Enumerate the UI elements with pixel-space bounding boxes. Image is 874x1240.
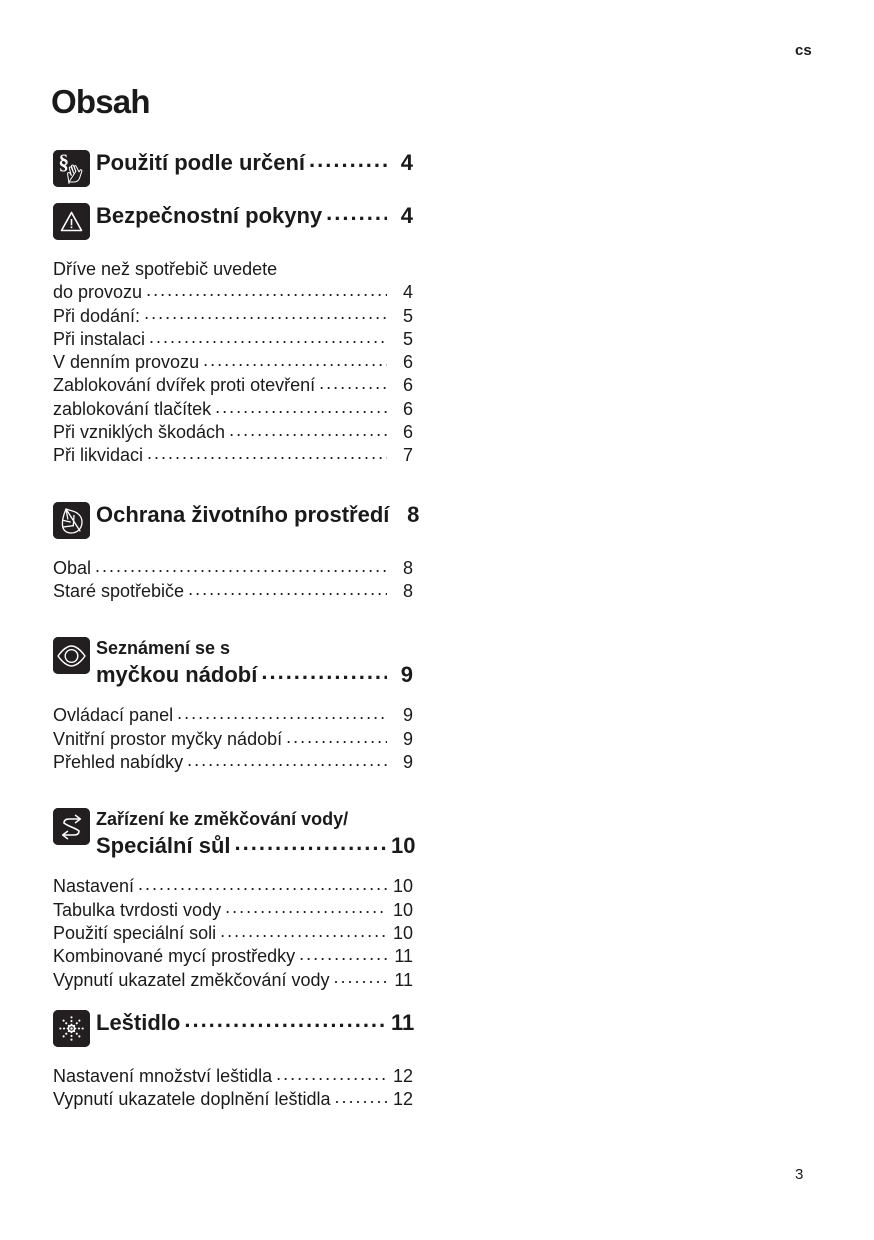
- svg-text:§: §: [59, 150, 70, 174]
